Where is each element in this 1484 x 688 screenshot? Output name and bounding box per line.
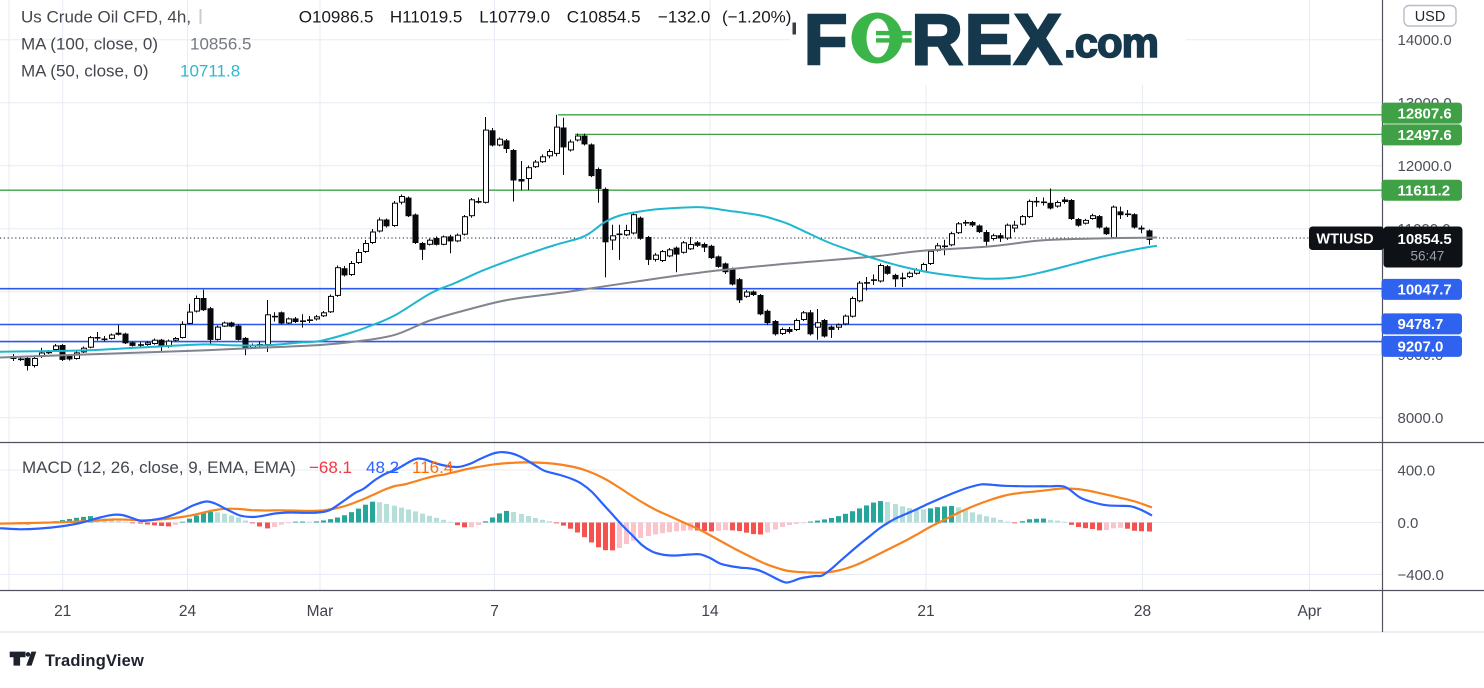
svg-text:7: 7 — [490, 603, 499, 620]
svg-text:21: 21 — [917, 603, 934, 620]
svg-text:14: 14 — [701, 603, 719, 620]
svg-text:56:47: 56:47 — [1411, 249, 1445, 264]
svg-text:8000.0: 8000.0 — [1398, 410, 1444, 427]
svg-text:(−1.20%): (−1.20%) — [722, 8, 791, 27]
svg-text:9207.0: 9207.0 — [1398, 339, 1444, 356]
svg-text:10856.5: 10856.5 — [190, 35, 251, 54]
svg-text:−132.0: −132.0 — [658, 8, 710, 27]
svg-text:MACD (12, 26, close, 9, EMA, E: MACD (12, 26, close, 9, EMA, EMA) — [22, 458, 296, 477]
svg-text:400.0: 400.0 — [1398, 463, 1436, 480]
svg-text:−68.1: −68.1 — [309, 458, 352, 477]
svg-text:10047.7: 10047.7 — [1398, 282, 1452, 299]
svg-text:24: 24 — [179, 603, 197, 620]
svg-text:USD: USD — [1415, 9, 1446, 25]
svg-text:21: 21 — [54, 603, 71, 620]
svg-text:10711.8: 10711.8 — [180, 62, 240, 81]
svg-text:14000.0: 14000.0 — [1398, 32, 1452, 49]
svg-text:12000.0: 12000.0 — [1398, 158, 1452, 175]
svg-text:10854.5: 10854.5 — [1398, 231, 1452, 248]
svg-text:−400.0: −400.0 — [1398, 567, 1444, 584]
svg-text:0.0: 0.0 — [1398, 515, 1419, 532]
svg-text:WTIUSD: WTIUSD — [1316, 232, 1373, 248]
svg-text:TradingView: TradingView — [45, 652, 144, 670]
svg-text:116.4: 116.4 — [412, 458, 453, 477]
svg-text:9478.7: 9478.7 — [1398, 316, 1444, 333]
svg-text:Mar: Mar — [307, 603, 334, 620]
svg-text:O10986.5: O10986.5 — [299, 8, 374, 27]
svg-text:Apr: Apr — [1297, 603, 1321, 620]
svg-text:Us Crude Oil CFD, 4h,: Us Crude Oil CFD, 4h, — [21, 8, 191, 27]
svg-text:F: F — [804, 1, 849, 80]
svg-text:11611.2: 11611.2 — [1398, 183, 1451, 200]
svg-text:48.2: 48.2 — [366, 458, 399, 477]
svg-text:28: 28 — [1134, 603, 1151, 620]
svg-text:12807.6: 12807.6 — [1398, 105, 1452, 122]
svg-text:12497.6: 12497.6 — [1398, 127, 1452, 144]
svg-text:MA (100, close, 0): MA (100, close, 0) — [21, 35, 158, 54]
svg-text:.com: .com — [1064, 19, 1158, 66]
svg-text:H11019.5: H11019.5 — [390, 8, 462, 27]
svg-text:MA (50, close, 0): MA (50, close, 0) — [21, 62, 149, 81]
svg-text:C10854.5: C10854.5 — [567, 8, 641, 27]
svg-text:L10779.0: L10779.0 — [479, 8, 550, 27]
svg-text:REX: REX — [912, 1, 1064, 80]
